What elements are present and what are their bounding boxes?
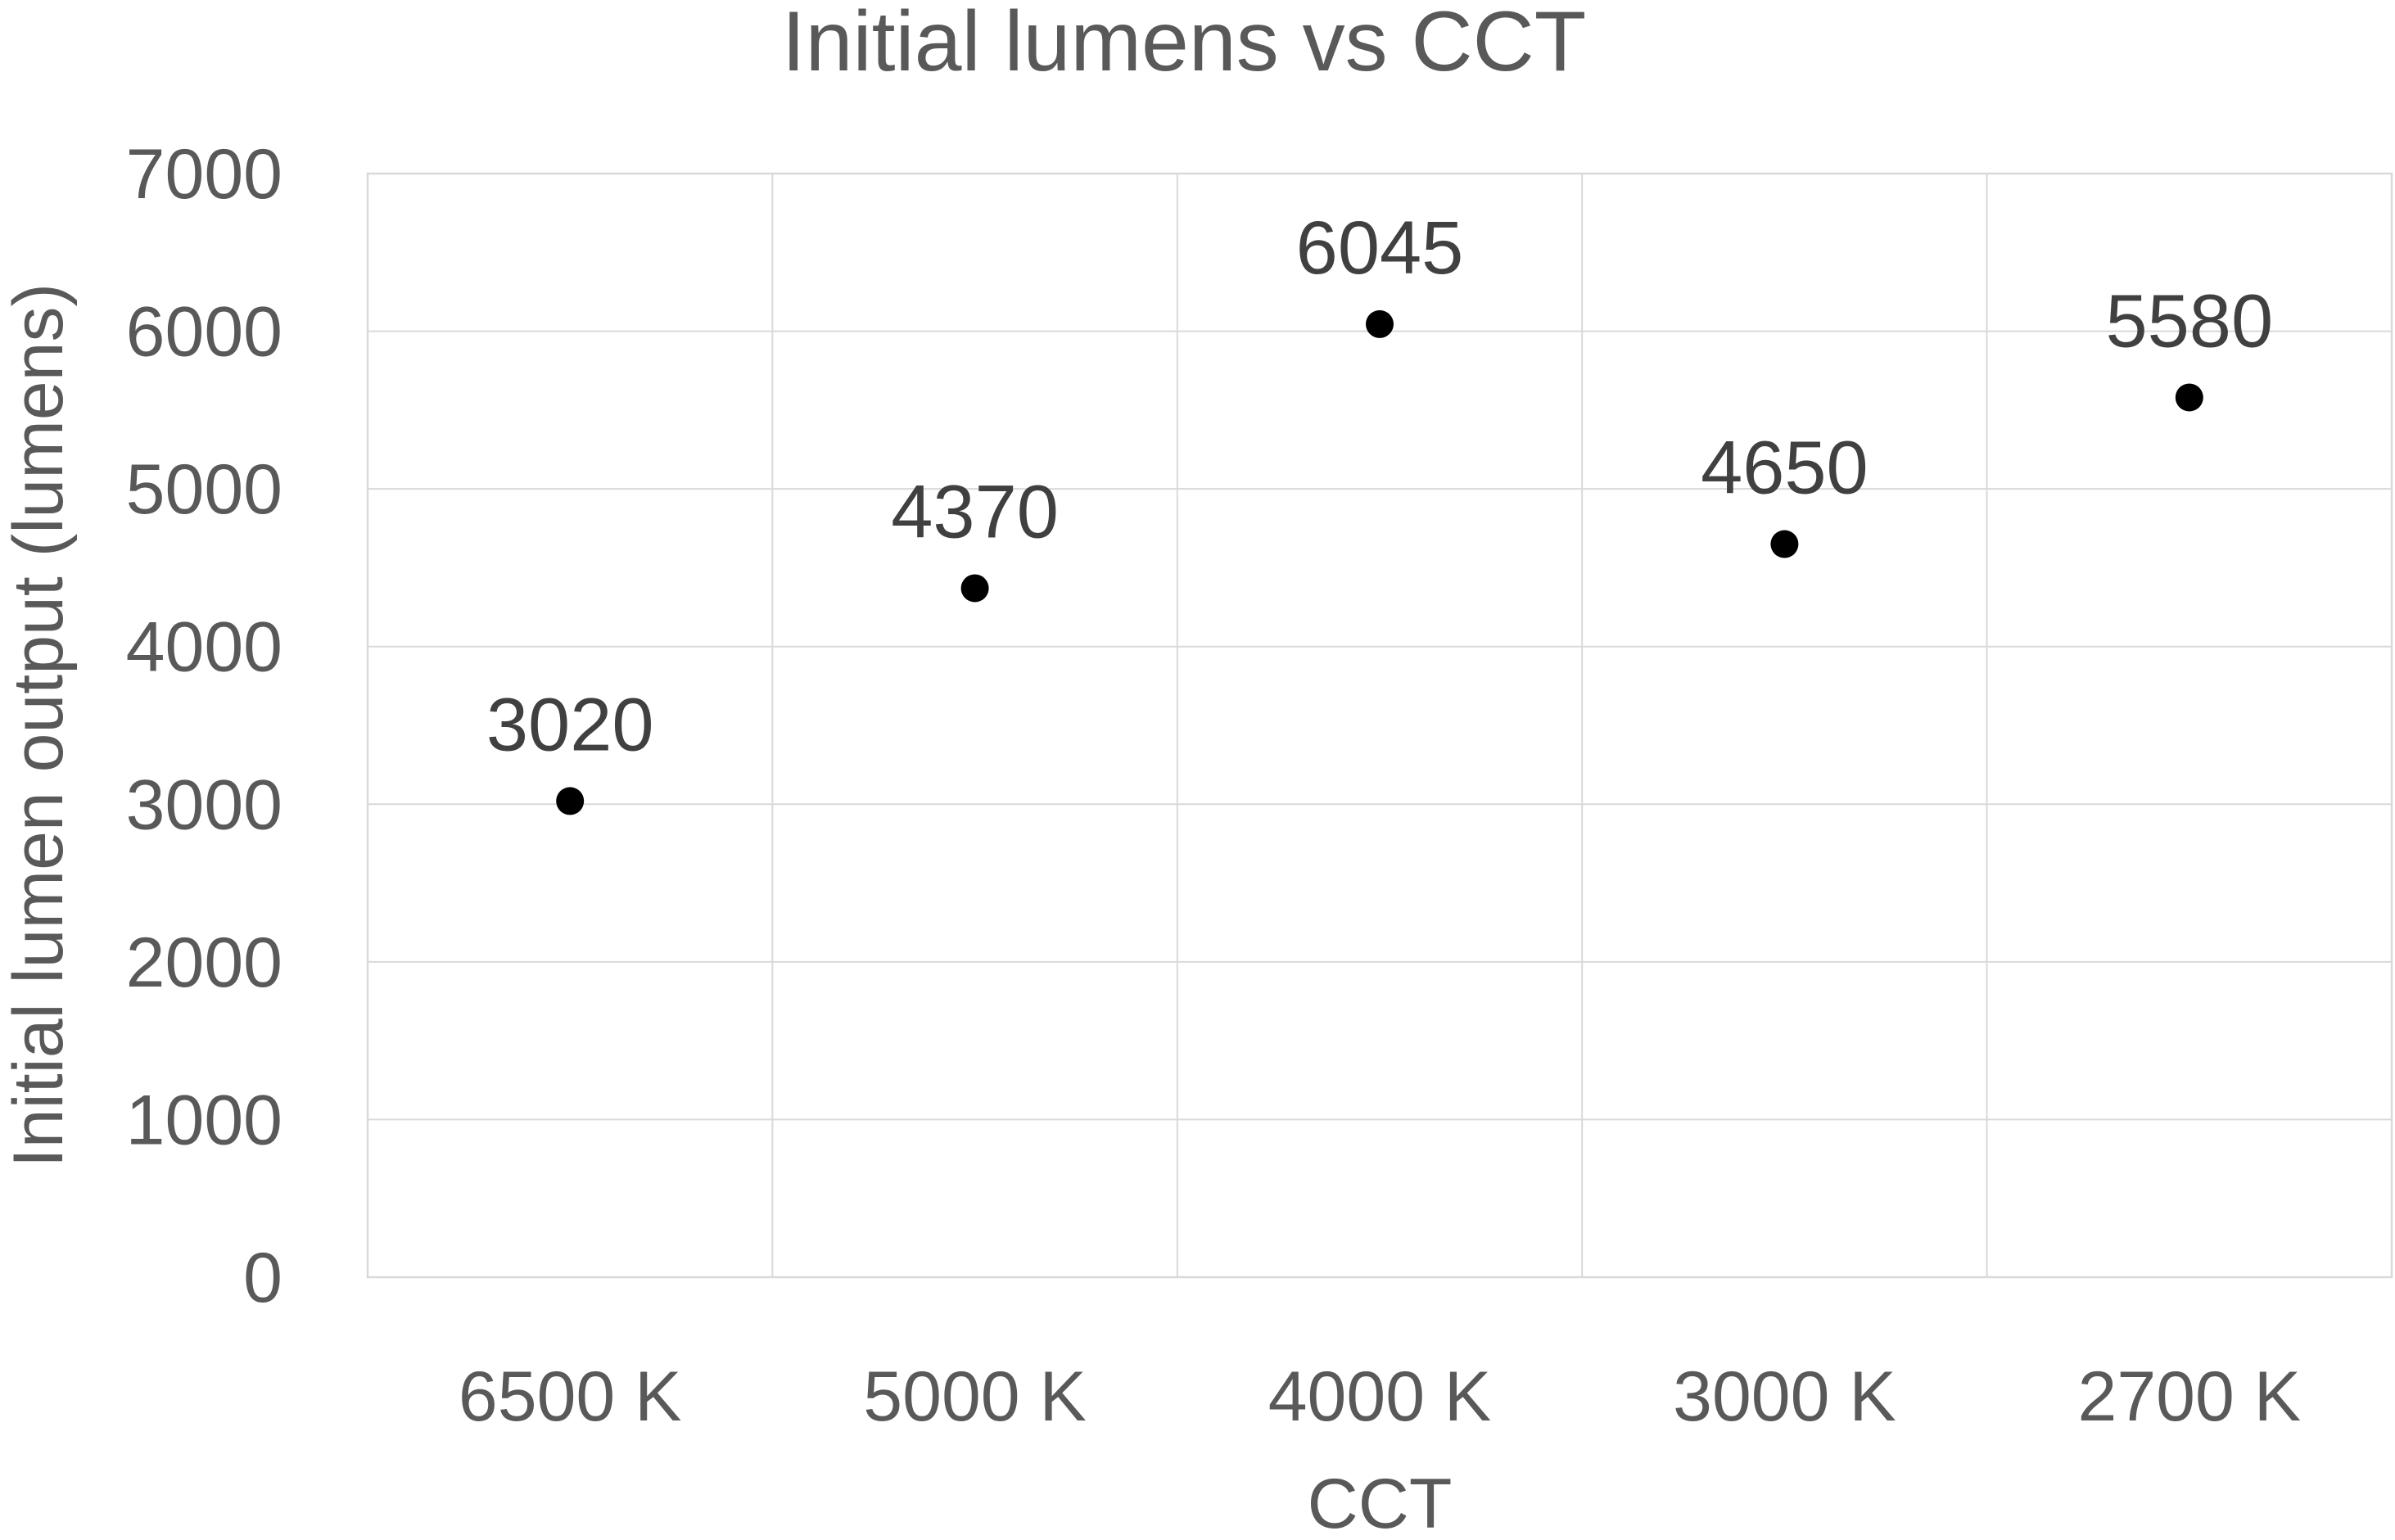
data-label: 6045	[1296, 206, 1464, 290]
y-tick-label: 3000	[126, 765, 282, 844]
data-point	[1770, 530, 1799, 558]
data-point	[2175, 383, 2203, 412]
y-tick-label: 0	[243, 1239, 282, 1317]
y-axis-title: Initial lumen output (lumens)	[0, 283, 78, 1167]
data-point	[1366, 309, 1394, 338]
y-tick-label: 2000	[126, 924, 282, 1002]
y-tick-label: 4000	[126, 608, 282, 687]
data-points	[556, 309, 2203, 815]
data-label: 5580	[2105, 279, 2273, 363]
x-tick-label: 2700 K	[2078, 1357, 2302, 1436]
x-tick-label: 5000 K	[863, 1357, 1087, 1436]
plot-area	[366, 172, 2393, 1279]
data-label: 3020	[486, 683, 654, 766]
data-label: 4370	[891, 470, 1059, 553]
y-tick-label: 5000	[126, 450, 282, 529]
y-axis-ticks: 0 1000 2000 3000 4000 5000 6000 7000	[126, 135, 282, 1317]
y-tick-label: 6000	[126, 293, 282, 372]
x-tick-label: 6500 K	[459, 1357, 682, 1436]
y-tick-label: 7000	[126, 135, 282, 214]
chart-title: Initial lumens vs CCT	[782, 0, 1586, 89]
data-label: 4650	[1701, 427, 1869, 510]
data-point	[960, 574, 989, 603]
y-tick-label: 1000	[126, 1081, 282, 1159]
x-axis-ticks: 6500 K 5000 K 4000 K 3000 K 2700 K	[459, 1357, 2301, 1436]
data-point	[556, 787, 585, 815]
x-axis-title: CCT	[1308, 1465, 1453, 1540]
gridlines	[368, 174, 2392, 1277]
data-labels: 3020 4370 6045 4650 5580	[486, 206, 2273, 767]
x-tick-label: 4000 K	[1268, 1357, 1492, 1436]
x-tick-label: 3000 K	[1673, 1357, 1896, 1436]
